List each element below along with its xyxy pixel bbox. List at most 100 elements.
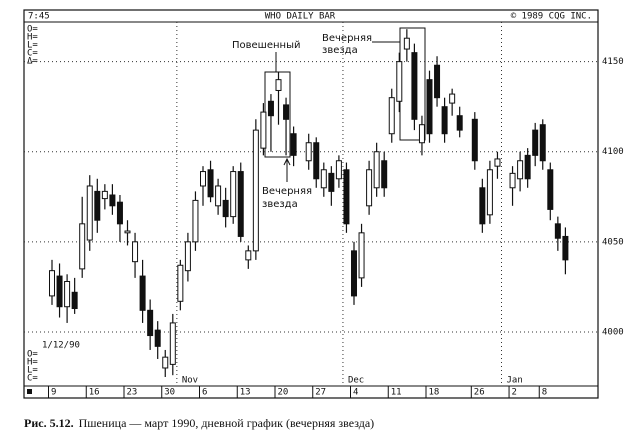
candle-body [86,185,93,241]
x-tick-label: 13 [240,388,251,398]
candle-body [49,270,55,297]
field-label: O= [27,350,38,360]
candle-body [207,169,214,198]
candle-body [139,275,146,311]
candle-body [351,250,357,297]
x-tick-label: 26 [474,388,485,398]
candle-body [124,230,131,234]
candle-body [373,151,380,189]
candle-body [162,356,169,369]
candle-body [305,142,312,162]
candle-body [358,232,365,279]
candle-body [71,291,78,310]
field-label: H= [27,358,38,368]
candle-body [290,133,297,156]
candle-body [343,169,350,225]
candle-body [260,111,267,149]
x-tick-label: 16 [89,388,100,398]
x-tick-label: 23 [127,388,138,398]
annotation-arrow [283,157,291,166]
y-tick-label: 4050 [602,237,624,247]
candle-body [456,115,463,131]
candle-body [396,61,403,102]
candle-body [411,52,418,120]
caption: Рис. 5.12. Пшеница — март 1990, дневной г… [24,416,374,430]
candle-body [494,158,501,167]
candle-body [283,104,290,120]
candle-body [388,97,395,135]
x-tick-label: 30 [164,388,175,398]
candle-body [418,124,425,144]
candle-body [328,172,335,192]
header-title: WHO DAILY BAR [265,12,336,22]
header-time: 7:45 [28,12,50,22]
candle-body [562,235,569,261]
x-tick-label: 18 [429,388,440,398]
candle-body [320,169,327,189]
candle-body [222,199,229,218]
candle-body [237,171,244,237]
candle-body [79,223,86,270]
x-tick-label: 11 [391,388,402,398]
candle-body [116,201,123,225]
month-label: Dec [348,376,364,386]
candle-body [184,241,191,272]
field-label: O= [27,25,38,35]
candle-body [479,187,486,225]
candle-body [471,118,478,162]
annotation: Повешенный [232,40,300,51]
field-label: C= [27,374,38,384]
candle-body [335,160,342,180]
candle-body [230,171,237,218]
annotation: Вечерняя [322,33,372,44]
candle-body [449,93,456,104]
candle-body [509,172,516,189]
candle-body [381,160,388,189]
x-tick-label: 6 [202,388,207,398]
caption-text: Пшеница — март 1990, дневной график (веч… [79,416,375,430]
x-tick-label: 2 [512,388,517,398]
caption-label: Рис. 5.12. [24,416,74,430]
candle-body [403,37,410,50]
header-copyright: © 1989 CQG INC. [511,12,592,22]
candle-body [366,169,373,207]
x-tick-label: 27 [315,388,326,398]
x-tick-label: 4 [353,388,358,398]
candle-body [275,79,282,91]
candle-body [539,124,546,162]
candle-body [109,194,116,207]
candle-body [177,264,184,302]
annotation: Вечерняя [262,186,312,197]
candle-body [313,142,320,180]
field-label: H= [27,33,38,43]
x-tick-label: 8 [542,388,547,398]
candle-body [517,160,524,180]
candle-body [192,199,199,243]
x-tick-label: 9 [51,388,56,398]
field-label: L= [27,366,38,376]
candle-body [245,250,252,261]
annotation: звезда [322,45,358,56]
candle-body [252,129,259,252]
y-tick-label: 4150 [602,57,624,67]
candle-body [532,129,539,156]
candle-body [200,171,206,187]
axis-marker [27,389,32,394]
field-label: C= [27,49,38,59]
candle-body [554,223,561,239]
candle-body [547,169,554,210]
candle-body [94,190,101,221]
candle-body [64,280,71,308]
candle-body [426,79,433,135]
annotation: звезда [262,199,298,210]
candle-body [215,185,222,207]
candle-body [147,309,154,337]
month-label: Nov [182,376,198,386]
candle-body [267,100,274,117]
month-label: Jan [507,376,523,386]
candle-body [434,64,441,99]
candle-body [56,275,63,308]
y-tick-label: 4100 [602,147,624,157]
